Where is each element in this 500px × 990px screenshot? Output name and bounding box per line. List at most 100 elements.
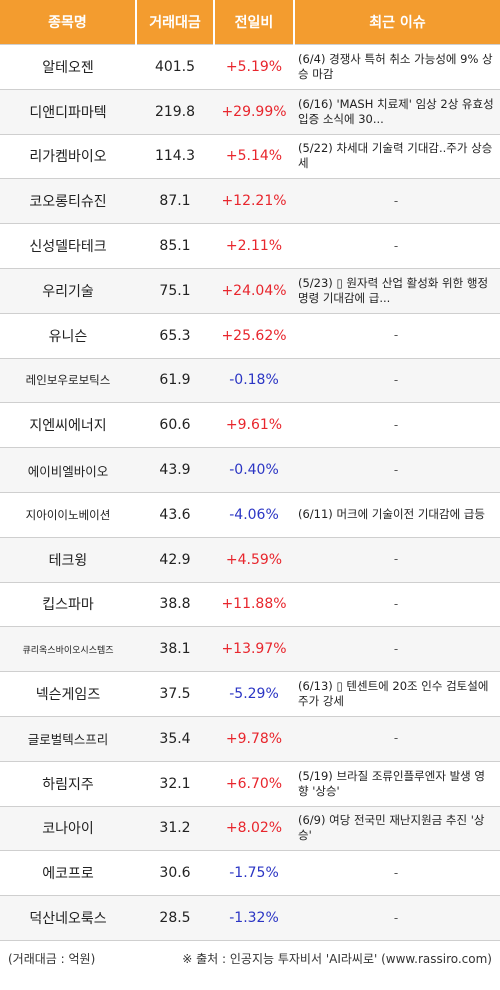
recent-issue: - [294,402,500,449]
stock-name: 지엔씨에너지 [0,402,136,449]
trade-volume: 32.1 [136,760,214,807]
table-row: 우리기술 75.1 +24.04% (5/23) ▯ 원자력 산업 활성화 위한 행정… [0,267,500,314]
trade-volume: 85.1 [136,223,214,269]
trade-volume: 401.5 [136,44,214,90]
header-change: 전일비 [214,0,295,45]
stock-name: 코오롱티슈진 [0,178,136,225]
recent-issue: - [294,581,500,628]
source-note: ※ 출처 : 인공지능 투자비서 'AI라씨로' (www.rassiro.co… [182,952,492,967]
stock-name: 레인보우로보틱스 [0,357,136,404]
issue-text: (6/11) 머크에 기술이전 기대감에 급등 [298,507,485,522]
issue-text: (5/19) 브라질 조류인플루엔자 발생 영향 '상승' [298,768,485,798]
table-row: 넥슨게임즈 37.5 -5.29% (6/13) ▯ 텐센트에 20조 인수 검토설에… [0,671,500,717]
issue-text: - [393,910,399,925]
recent-issue: - [294,850,500,897]
price-change: +11.88% [214,581,294,628]
trade-volume: 28.5 [136,895,214,941]
trade-volume: 30.6 [136,850,214,897]
stock-name: 유니슨 [0,312,136,359]
issue-text: (6/16) 'MASH 치료제' 임상 2상 유효성 입증 소식에 30... [298,96,494,126]
trade-volume: 114.3 [136,133,214,180]
table-row: 코오롱티슈진 87.1 +12.21% - [0,178,500,225]
trade-volume: 60.6 [136,402,214,449]
price-change: +6.70% [214,760,294,807]
trade-volume: 61.9 [136,357,214,404]
issue-text: - [393,193,399,208]
recent-issue: - [294,178,500,225]
table-row: 디앤디파마텍 219.8 +29.99% (6/16) 'MASH 치료제' 임상 2… [0,88,500,135]
issue-text: (6/13) ▯ 텐센트에 20조 인수 검토설에 주가 강세 [298,679,489,709]
stock-name: 넥슨게임즈 [0,671,136,717]
header-name: 종목명 [0,0,137,45]
price-change: +25.62% [214,312,294,359]
stock-name: 덕산네오룩스 [0,895,136,941]
price-change: +12.21% [214,178,294,225]
price-change: -1.32% [214,895,294,941]
issue-text: - [393,552,399,567]
header-issue: 최근 이슈 [294,0,500,45]
table-row: 킵스파마 38.8 +11.88% - [0,581,500,628]
table-row: 덕산네오룩스 28.5 -1.32% - [0,895,500,941]
issue-text: - [393,596,399,611]
table-row: 글로벌텍스프리 35.4 +9.78% - [0,715,500,762]
issue-text: (5/23) ▯ 원자력 산업 활성화 위한 행정명령 기대감에 급... [298,275,489,305]
issue-text: (6/9) 여당 전국민 재난지원금 추진 '상승' [298,813,485,843]
recent-issue: - [294,447,500,493]
trade-volume: 219.8 [136,88,214,135]
price-change: +5.19% [214,44,294,90]
price-change: +9.78% [214,715,294,762]
recent-issue: - [294,626,500,673]
issue-text: - [393,641,399,656]
price-change: +24.04% [214,267,294,314]
table-header: 종목명 거래대금 전일비 최근 이슈 [0,0,500,45]
trade-volume: 31.2 [136,805,214,852]
issue-text: - [393,417,399,432]
price-change: -0.40% [214,447,294,493]
trade-volume: 35.4 [136,715,214,762]
trade-volume: 43.9 [136,447,214,493]
trade-volume: 42.9 [136,536,214,583]
table-row: 큐리옥스바이오시스템즈 38.1 +13.97% - [0,626,500,673]
table-row: 유니슨 65.3 +25.62% - [0,312,500,359]
stock-table: 종목명 거래대금 전일비 최근 이슈 알테오젠 401.5 +5.19% (6/4) … [0,0,500,941]
price-change: -0.18% [214,357,294,404]
price-change: +9.61% [214,402,294,449]
footer: (거래대금 : 억원) ※ 출처 : 인공지능 투자비서 'AI라씨로' (ww… [0,941,500,977]
table-row: 리가켐바이오 114.3 +5.14% (5/22) 차세대 기술력 기대감..주가 … [0,133,500,180]
price-change: -1.75% [214,850,294,897]
trade-volume: 43.6 [136,491,214,538]
recent-issue: (6/16) 'MASH 치료제' 임상 2상 유효성 입증 소식에 30... [294,88,500,135]
table-row: 지아이이노베이션 43.6 -4.06% (6/11) 머크에 기술이전 기대감에 급… [0,491,500,538]
table-row: 레인보우로보틱스 61.9 -0.18% - [0,357,500,404]
stock-name: 테크윙 [0,536,136,583]
stock-name: 글로벌텍스프리 [0,715,136,762]
recent-issue: - [294,223,500,269]
recent-issue: (6/9) 여당 전국민 재난지원금 추진 '상승' [294,805,500,852]
stock-name: 알테오젠 [0,44,136,90]
issue-text: (5/22) 차세대 기술력 기대감..주가 상승세 [298,141,493,171]
price-change: -5.29% [214,671,294,717]
recent-issue: - [294,357,500,404]
recent-issue: - [294,895,500,941]
issue-text: - [393,238,399,253]
unit-note: (거래대금 : 억원) [8,952,96,967]
table-row: 코나아이 31.2 +8.02% (6/9) 여당 전국민 재난지원금 추진 '상승' [0,805,500,852]
issue-text: (6/4) 경쟁사 특허 취소 가능성에 9% 상승 마감 [298,51,493,81]
trade-volume: 65.3 [136,312,214,359]
price-change: +4.59% [214,536,294,583]
trade-volume: 37.5 [136,671,214,717]
stock-name: 지아이이노베이션 [0,491,136,538]
trade-volume: 38.8 [136,581,214,628]
stock-name: 리가켐바이오 [0,133,136,180]
stock-name: 큐리옥스바이오시스템즈 [0,626,136,673]
recent-issue: (6/4) 경쟁사 특허 취소 가능성에 9% 상승 마감 [294,44,500,90]
recent-issue: (6/11) 머크에 기술이전 기대감에 급등 [294,491,500,538]
table-body: 알테오젠 401.5 +5.19% (6/4) 경쟁사 특허 취소 가능성에 9% 상… [0,44,500,941]
stock-name: 디앤디파마텍 [0,88,136,135]
table-row: 테크윙 42.9 +4.59% - [0,536,500,583]
recent-issue: - [294,536,500,583]
issue-text: - [393,731,399,746]
recent-issue: (6/13) ▯ 텐센트에 20조 인수 검토설에 주가 강세 [294,671,500,717]
stock-name: 하림지주 [0,760,136,807]
header-volume: 거래대금 [136,0,215,45]
